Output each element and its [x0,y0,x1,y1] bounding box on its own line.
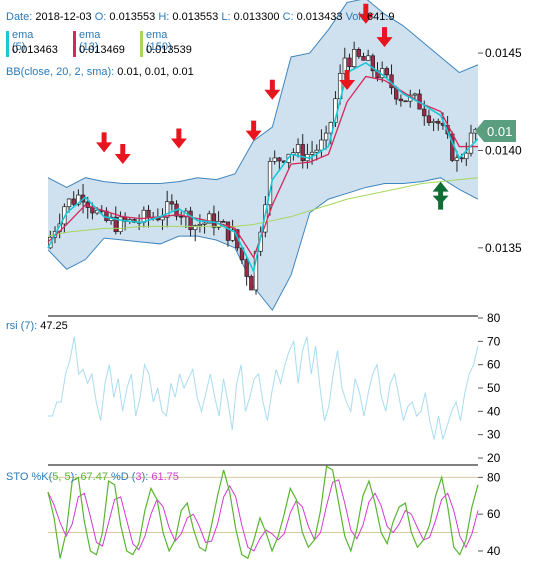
price-tick-label: 0.0140 [485,143,522,157]
candle-body [351,48,357,68]
candle-body [361,56,366,61]
rsi-tick-label: 70 [487,334,501,348]
current-price-badge: 0.01 [475,119,516,142]
candle-body [197,223,203,226]
candle-body [202,222,207,225]
ema13-line [47,75,478,260]
candle-body [403,100,408,103]
ema13-swatch [73,31,76,57]
candle-body [230,229,235,241]
candle-body [431,120,436,123]
candle-body [300,144,305,162]
candle-body [169,201,175,205]
candle-body [384,68,390,76]
sell-arrow-icon [170,128,187,149]
candle-body [165,201,170,218]
candle-body [211,213,217,228]
candle-body [464,152,469,160]
buy-arrow-icon [432,181,449,210]
rsi-tick-label: 40 [487,404,501,418]
sell-arrow-icon [357,3,374,24]
candle-body [76,194,81,205]
ema5-line [47,61,479,274]
sto-panel: 80 60 40 [47,465,501,560]
sto-tick-label: 80 [487,470,501,484]
candle-body [436,120,441,124]
candle-body [146,209,151,219]
candle-body [412,93,418,96]
candle-body [422,108,427,117]
candle-body [468,132,474,154]
candle-body [113,216,118,233]
candle-body [225,221,231,241]
candle-body [179,215,184,218]
candle-body [193,225,198,231]
candle-body [188,210,193,231]
candle-body [319,139,324,151]
ema150-swatch [140,31,143,57]
rsi-legend: rsi (7): 47.25 [6,320,68,332]
sell-arrow-icon [96,132,113,153]
price-tick-label: 0.0135 [485,241,522,255]
candle-body [207,213,212,224]
sto-k-line [47,465,479,560]
sto-legend: STO %K(5, 5): 67.47 %D (3): 61.75 [6,471,179,483]
candle-body [272,157,277,162]
sto-tick-label: 40 [487,544,501,558]
rsi-panel: 80 70 60 50 40 30 20 [48,311,501,466]
bollinger-upper-line [47,0,479,189]
price-panel: 0.0145 0.0140 0.0135 0.01 [47,0,522,317]
rsi-tick-label: 30 [487,428,501,442]
candle-body [249,276,254,291]
rsi-line [48,336,479,440]
candle-body [221,220,226,223]
candle-body [314,149,319,153]
candle-body [370,55,375,72]
candle-body [347,57,352,68]
candle-body [118,216,123,233]
bollinger-lower-line [47,177,479,312]
candle-body [71,198,76,205]
price-tick-label: 0.0145 [485,46,522,60]
sell-arrow-icon [376,27,393,48]
candle-body [277,157,282,162]
candle-body [66,198,72,208]
rsi-tick-label: 50 [487,381,501,395]
candle-body [366,55,371,61]
candle-body [323,132,329,141]
rsi-tick-label: 20 [487,451,501,465]
price-badge-shape [475,119,516,142]
candle-body [356,48,361,57]
candle-body [244,259,249,277]
sto-tick-label: 60 [487,507,501,521]
sell-arrow-icon [264,79,281,100]
price-badge-label: 0.01 [487,124,512,139]
rsi-tick-label: 60 [487,358,501,372]
candle-body [398,98,404,102]
candle-body [426,115,432,123]
ohlc-legend: Date: 2018-12-03 O: 0.013553 H: 0.013553… [6,11,395,23]
candle-body [90,207,95,214]
rsi-tick-label: 80 [487,311,501,325]
candle-body [309,151,315,155]
candle-body [141,209,146,223]
bb-legend: BB(close, 20, 2, sma): 0.01, 0.01, 0.01 [6,66,194,78]
sell-arrow-icon [339,70,356,91]
ema5-swatch [6,31,9,57]
sto-d-line [47,479,479,552]
sell-arrow-icon [114,144,131,165]
candle-body [160,216,165,221]
candle-body [454,157,460,161]
candle-body [295,144,301,153]
sell-arrow-icon [245,120,262,141]
